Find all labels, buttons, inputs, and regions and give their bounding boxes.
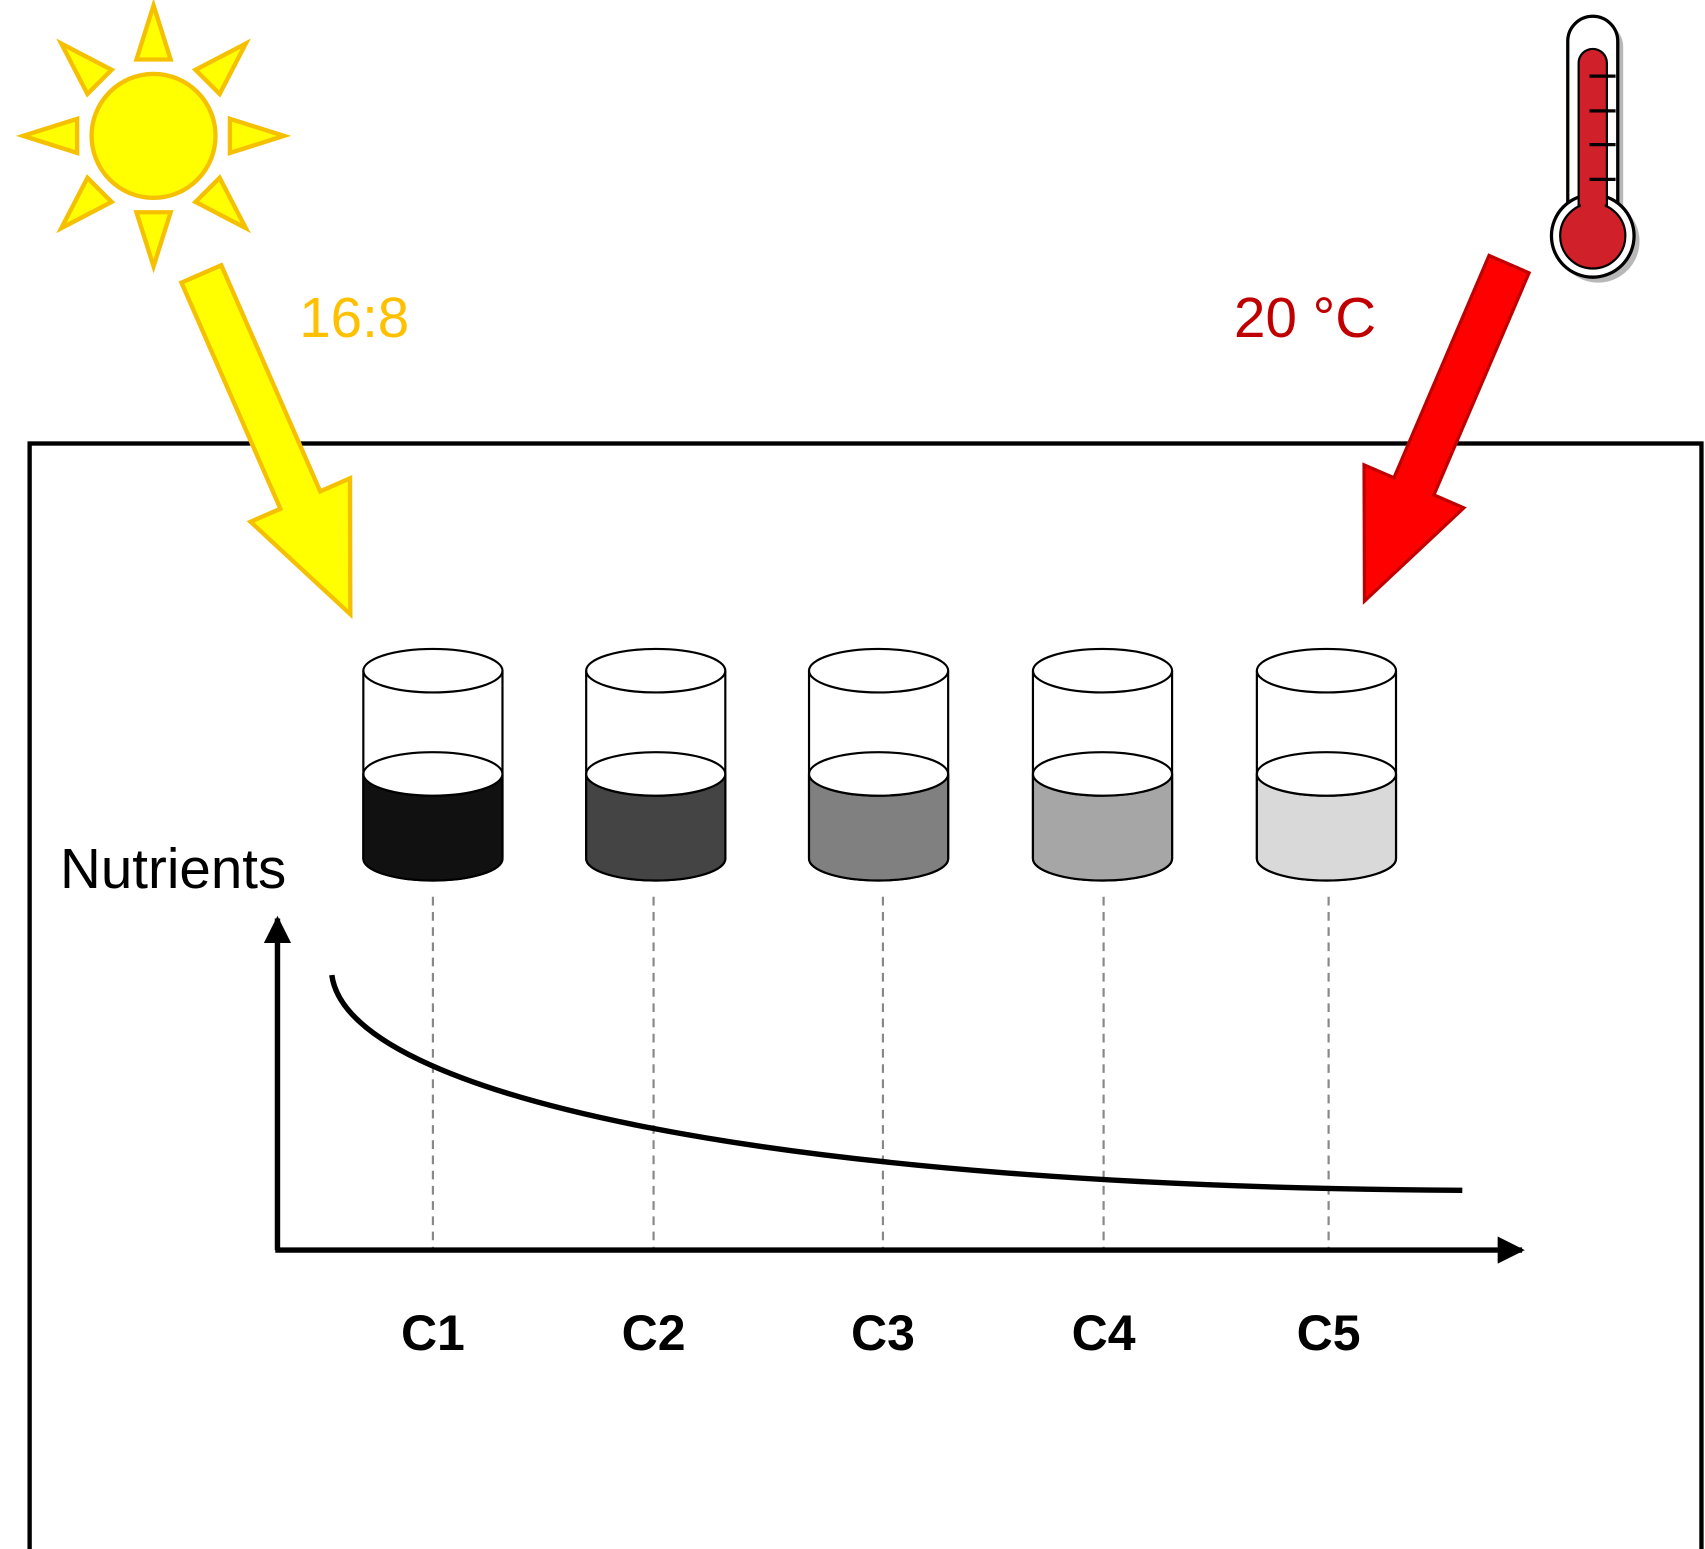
sun	[15, 0, 292, 274]
container-label: C4	[1072, 1305, 1136, 1361]
container-rim	[585, 647, 727, 694]
temperature-label: 20 °C	[1234, 286, 1376, 349]
container-rim	[362, 647, 504, 694]
container-rim	[807, 647, 950, 694]
liquid-surface	[807, 751, 950, 797]
chamber	[27, 441, 1704, 1549]
sun-ray	[56, 174, 116, 234]
container-label: C1	[401, 1305, 465, 1361]
container	[1031, 647, 1174, 882]
heat-arrow	[1362, 253, 1532, 605]
sun-ray	[133, 0, 174, 62]
container	[1255, 647, 1398, 882]
container-label: C3	[851, 1305, 915, 1361]
sun-ray	[15, 115, 80, 156]
liquid-surface	[1255, 751, 1398, 797]
y-axis-label: Nutrients	[60, 837, 286, 900]
light-arrow	[178, 262, 353, 620]
container	[807, 647, 950, 882]
liquid-surface	[1031, 751, 1174, 797]
liquid-surface	[585, 751, 727, 797]
sun-ray	[191, 174, 251, 234]
container-rim	[1255, 647, 1398, 694]
container-rim	[1031, 647, 1174, 694]
sun-ray	[191, 38, 251, 98]
container	[585, 647, 727, 882]
nutrient-curve	[329, 974, 1463, 1194]
container-label: C5	[1297, 1305, 1361, 1361]
sun-ray	[227, 115, 292, 156]
thermometer	[1549, 14, 1640, 283]
container-label: C2	[622, 1305, 686, 1361]
container	[362, 647, 504, 882]
liquid-surface	[362, 751, 504, 797]
light-label: 16:8	[299, 286, 409, 349]
sun-ray	[56, 38, 116, 98]
sun-ray	[133, 210, 174, 274]
